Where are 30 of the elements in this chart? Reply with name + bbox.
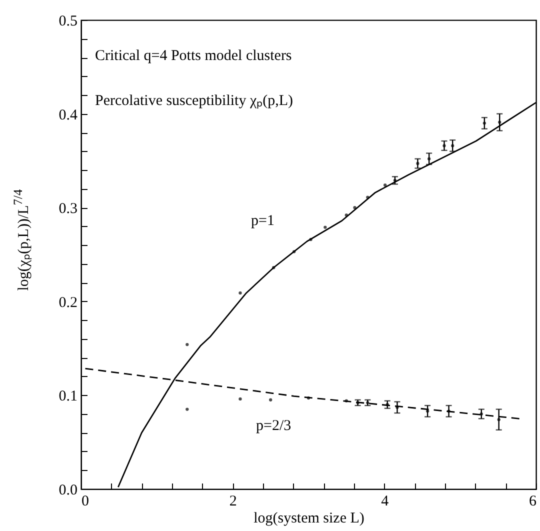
x-tick-label: 4 (381, 494, 390, 510)
x-tick-label: 6 (529, 494, 537, 510)
point (238, 291, 242, 295)
point (384, 184, 387, 187)
point (272, 266, 276, 270)
y-tick-label: 0.2 (58, 294, 78, 311)
point (366, 196, 370, 199)
y-tick-label: 0.0 (58, 482, 78, 498)
point (306, 396, 310, 400)
annotation: p=2/3 (256, 418, 292, 434)
x-axis-title: log(system size L) (254, 510, 364, 526)
x-tick-label: 2 (229, 494, 237, 510)
point (186, 342, 189, 346)
y-tick-label: 0.3 (58, 201, 78, 218)
point (353, 206, 356, 210)
y-tick-label: 0.4 (58, 107, 78, 124)
annotation: Percolative susceptibility χₚ(p,L) (95, 93, 294, 109)
y-tick-label: 0.5 (58, 14, 78, 30)
point (269, 398, 272, 402)
point (238, 397, 242, 401)
point (344, 399, 348, 402)
point (292, 250, 296, 254)
point (309, 238, 312, 242)
annotation: p=1 (251, 213, 274, 229)
point (324, 226, 327, 229)
y-tick-label: 0.1 (58, 388, 78, 405)
point (344, 214, 348, 217)
annotation: Critical q=4 Potts model clusters (95, 48, 292, 64)
point (186, 408, 189, 411)
x-tick-label: 0 (82, 494, 89, 510)
